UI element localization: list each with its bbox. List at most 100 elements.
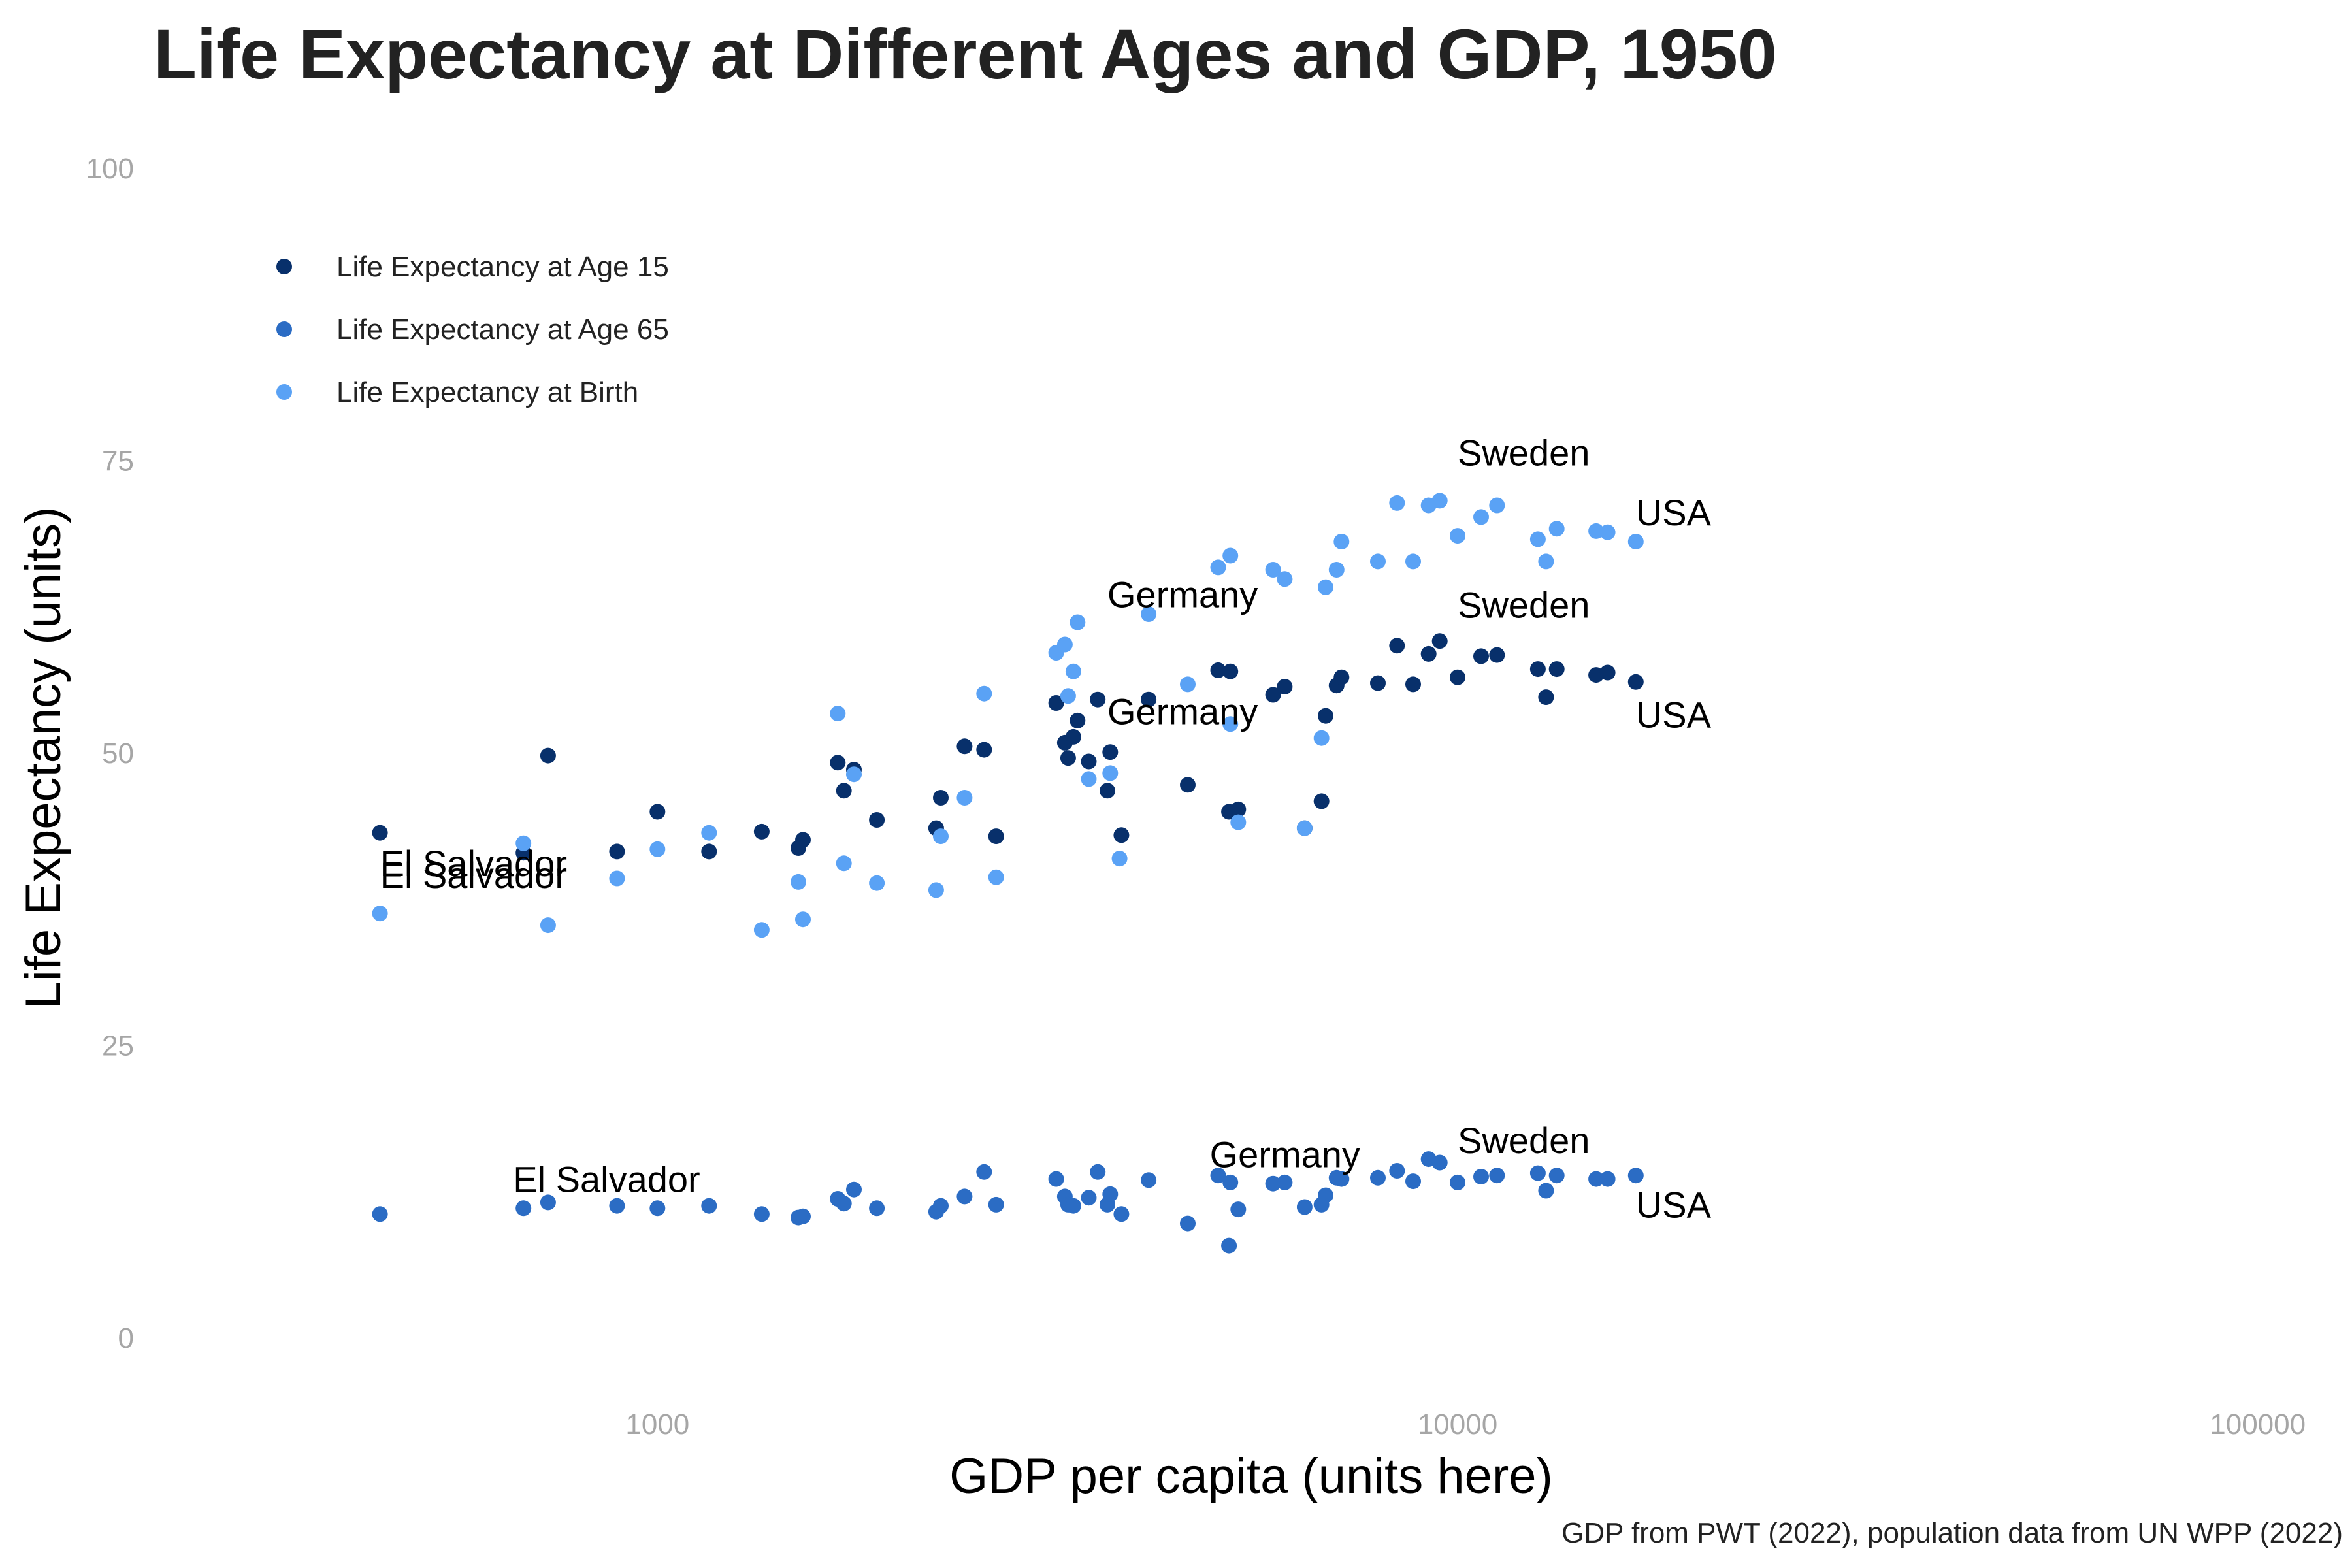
data-point — [1210, 662, 1226, 678]
chart-title: Life Expectancy at Different Ages and GD… — [154, 14, 1777, 93]
data-point — [1333, 1171, 1350, 1187]
data-point — [1405, 553, 1421, 570]
data-point — [753, 922, 770, 938]
data-point — [1420, 645, 1437, 662]
data-point — [649, 804, 666, 820]
legend-label: Life Expectancy at Age 15 — [336, 251, 669, 283]
data-point — [1113, 827, 1130, 843]
data-point — [1318, 708, 1333, 724]
data-point — [836, 783, 852, 799]
data-point — [1265, 1175, 1281, 1192]
data-point — [928, 882, 944, 898]
data-point — [976, 685, 992, 702]
data-point — [1548, 521, 1565, 537]
data-point — [1389, 495, 1405, 511]
data-point — [836, 1196, 852, 1212]
data-point — [1588, 1171, 1605, 1187]
data-point — [1060, 750, 1076, 766]
data-point — [836, 855, 852, 872]
point-label: Sweden — [1458, 433, 1590, 474]
data-point — [372, 825, 388, 841]
data-point — [1230, 814, 1247, 830]
y-tick-label: 25 — [102, 1030, 134, 1062]
data-point — [372, 906, 388, 922]
data-point — [1113, 1206, 1130, 1222]
data-point — [956, 738, 973, 755]
point-label: Germany — [1210, 1134, 1360, 1175]
data-point — [753, 823, 770, 840]
data-point — [1230, 801, 1247, 817]
data-point — [540, 1194, 556, 1211]
data-point — [1102, 744, 1119, 760]
data-point — [1100, 783, 1115, 799]
data-point — [1529, 1165, 1546, 1181]
data-point — [1538, 1183, 1554, 1199]
point-label: Sweden — [1458, 1120, 1590, 1161]
data-point — [1056, 636, 1073, 653]
point-label: Sweden — [1458, 584, 1590, 625]
data-point — [1389, 1163, 1405, 1179]
legend-marker — [276, 321, 292, 337]
data-point — [701, 1198, 717, 1214]
data-point — [1265, 687, 1281, 703]
data-point — [1538, 553, 1554, 570]
data-point — [988, 1196, 1004, 1213]
data-point — [1141, 691, 1157, 708]
x-tick-label: 10000 — [1418, 1409, 1497, 1441]
data-point — [1222, 663, 1239, 679]
data-point — [1180, 1215, 1196, 1232]
data-point — [1548, 661, 1565, 678]
point-label: El Salvador — [380, 855, 567, 896]
data-point — [1081, 1190, 1097, 1206]
data-point — [869, 812, 885, 828]
legend-marker — [276, 384, 292, 400]
data-points — [372, 493, 1644, 1254]
data-point — [701, 843, 717, 860]
data-point — [1048, 695, 1064, 711]
data-point — [830, 755, 846, 771]
data-point — [1599, 1171, 1616, 1187]
data-point — [1065, 663, 1081, 679]
data-point — [1473, 509, 1489, 525]
data-point — [1141, 606, 1157, 622]
data-point — [1070, 712, 1086, 728]
y-tick-label: 75 — [102, 446, 134, 478]
data-point — [1065, 728, 1081, 745]
data-point — [846, 766, 862, 783]
y-tick-label: 50 — [102, 738, 134, 770]
data-point — [1180, 676, 1196, 693]
data-point — [956, 790, 973, 806]
data-point — [1370, 1169, 1386, 1186]
data-point — [933, 828, 949, 845]
data-point — [1450, 1174, 1465, 1190]
x-tick-label: 1000 — [625, 1409, 689, 1441]
data-point — [791, 874, 806, 890]
data-point — [1277, 1174, 1293, 1190]
data-point — [1529, 531, 1546, 547]
data-point — [1265, 562, 1281, 578]
data-point — [1405, 1173, 1421, 1190]
data-point — [1473, 648, 1489, 664]
data-point — [1627, 674, 1644, 690]
data-point — [1431, 633, 1448, 649]
data-point — [1333, 534, 1350, 549]
data-point — [1318, 579, 1333, 595]
data-point — [1222, 716, 1239, 732]
data-point — [869, 1200, 885, 1217]
data-point — [1141, 1172, 1157, 1188]
data-point — [609, 870, 625, 887]
data-point — [1081, 771, 1097, 787]
data-point — [1313, 793, 1330, 809]
data-point — [1599, 524, 1616, 540]
data-point — [1277, 571, 1293, 587]
data-point — [753, 1206, 770, 1222]
data-point — [1090, 1164, 1106, 1180]
legend-marker — [276, 259, 292, 274]
data-point — [1450, 528, 1465, 544]
data-point — [956, 1188, 973, 1205]
point-label: USA — [1636, 694, 1712, 736]
data-point — [1370, 553, 1386, 570]
data-point — [1111, 851, 1128, 867]
